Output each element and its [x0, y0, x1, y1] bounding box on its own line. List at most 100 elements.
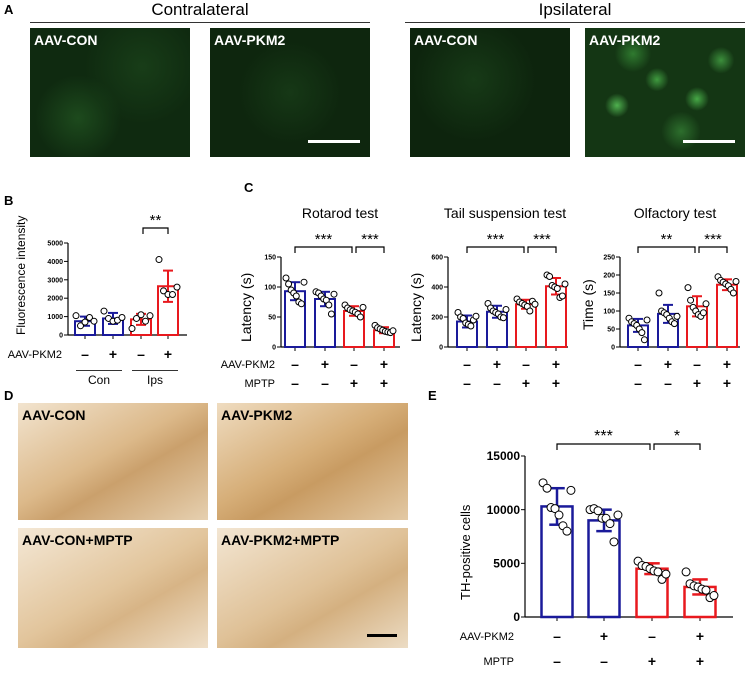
data-point: [561, 280, 569, 288]
data-point: [701, 585, 711, 595]
significance-label: ***: [361, 231, 379, 248]
y-tick-label: 5000: [47, 240, 63, 247]
data-point: [732, 277, 740, 285]
sign: –: [137, 346, 145, 362]
data-point: [729, 289, 737, 297]
image-label: AAV-CON: [34, 32, 98, 48]
sign: +: [379, 375, 389, 391]
sign: –: [81, 346, 89, 362]
image-label: AAV-CON+MPTP: [22, 532, 133, 548]
data-point: [327, 310, 335, 318]
micrograph-contra-con: AAV-CON: [30, 28, 190, 157]
data-point: [655, 289, 663, 297]
data-point: [673, 312, 681, 320]
sign: –: [463, 375, 471, 391]
data-point: [282, 274, 290, 282]
group-underline: [76, 370, 122, 371]
y-tick-label: 50: [607, 326, 615, 333]
sign: –: [321, 375, 329, 391]
data-point: [285, 280, 293, 288]
data-point: [300, 278, 308, 286]
row-label-pkm2: AAV-PKM2: [220, 359, 275, 371]
chart-b: 0 1000 2000 3000 4000 5000 **: [47, 212, 187, 339]
sign: –: [634, 356, 642, 372]
image-label: AAV-CON: [22, 407, 86, 423]
group-label-con: Con: [87, 373, 110, 387]
data-point: [609, 537, 619, 547]
panel-label-e: E: [428, 388, 437, 403]
sign: –: [693, 356, 701, 372]
data-point: [553, 285, 561, 292]
data-point: [613, 510, 623, 520]
sign: –: [291, 375, 299, 391]
group-underline: [405, 22, 745, 23]
data-point: [640, 336, 648, 344]
significance-bracket: [355, 246, 385, 253]
y-tick-label: 100: [264, 284, 276, 291]
data-point: [356, 313, 364, 321]
row-label-pkm2: AAV-PKM2: [459, 631, 514, 643]
row-label-pkm2: AAV-PKM2: [7, 349, 62, 361]
y-tick-label: 0: [272, 344, 276, 351]
sign: –: [350, 356, 358, 372]
sign: +: [722, 375, 732, 391]
data-point: [699, 309, 707, 317]
data-point: [472, 312, 480, 320]
chart-title-rotarod: Rotarod test: [301, 205, 379, 221]
y-tick-label: 200: [431, 314, 443, 321]
y-tick-label: 150: [603, 290, 615, 297]
data-point: [550, 504, 560, 514]
micrograph-con-mptp: AAV-CON+MPTP: [18, 528, 208, 648]
data-point: [684, 284, 692, 292]
significance-bracket: [637, 246, 696, 253]
y-tick-label: 4000: [47, 259, 63, 266]
y-tick-label: 50: [268, 314, 276, 321]
significance-bracket: [653, 443, 701, 450]
chart-c2: 0 200 400 600 *** ***: [431, 231, 569, 351]
data-point: [133, 314, 140, 322]
chart-c1: 0 50 100 150 *** ***: [264, 231, 400, 351]
sign: +: [163, 346, 173, 362]
sign: +: [551, 356, 561, 372]
y-tick-label: 200: [603, 272, 615, 279]
scale-bar: [683, 140, 735, 143]
data-point: [81, 318, 89, 326]
data-point: [593, 506, 603, 516]
data-point: [605, 519, 615, 529]
group-title-contralateral: Contralateral: [151, 0, 249, 19]
scale-bar: [308, 140, 360, 143]
significance-bracket: [527, 246, 557, 253]
sign: –: [600, 653, 608, 669]
data-point: [554, 510, 564, 520]
micrograph-contra-pkm2: AAV-PKM2: [210, 28, 370, 157]
significance-label: ***: [315, 231, 333, 248]
y-tick-label: 10000: [487, 503, 521, 517]
group-title-ipsilateral: Ipsilateral: [538, 0, 612, 19]
data-point: [643, 316, 651, 324]
bar: [587, 519, 621, 619]
data-point: [389, 327, 397, 335]
significance-label: **: [150, 212, 162, 229]
data-point: [499, 314, 507, 322]
data-point: [128, 325, 136, 333]
sign: +: [521, 375, 531, 391]
sign: +: [663, 356, 673, 372]
sign: +: [349, 375, 359, 391]
sign: –: [291, 356, 299, 372]
sign: +: [695, 653, 705, 669]
scale-bar: [367, 634, 397, 637]
y-tick-label: 600: [431, 254, 443, 261]
image-label: AAV-CON: [414, 32, 478, 48]
data-point: [638, 329, 646, 337]
significance-label: ***: [594, 428, 613, 445]
y-tick-label: 0: [513, 610, 520, 624]
y-tick-label: 3000: [47, 277, 63, 284]
sign: –: [664, 375, 672, 391]
data-point: [546, 273, 554, 280]
sign: +: [551, 375, 561, 391]
data-point: [160, 287, 167, 295]
image-label: AAV-PKM2+MPTP: [221, 532, 340, 548]
data-point: [100, 307, 108, 315]
sign: –: [634, 375, 642, 391]
